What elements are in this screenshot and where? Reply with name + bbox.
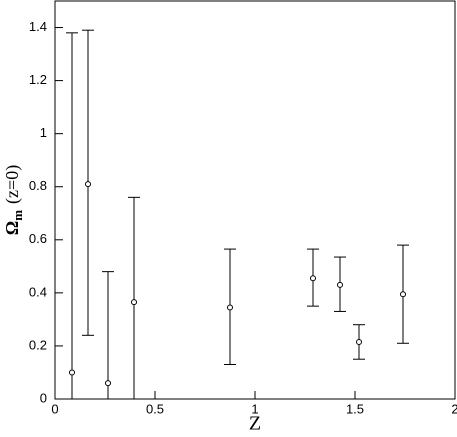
- y-label-subscript: m: [10, 210, 25, 221]
- point: [227, 304, 233, 311]
- point: [105, 380, 111, 387]
- x-tick-label: 2: [451, 401, 457, 416]
- point: [131, 299, 137, 306]
- point: [85, 181, 91, 188]
- x-tick-label: 1.5: [346, 401, 364, 416]
- point: [400, 291, 406, 298]
- y-tick-label: 0.2: [29, 337, 47, 352]
- y-tick-label: 1.4: [29, 19, 47, 34]
- y-label-symbol: Ω: [2, 221, 22, 235]
- y-axis-label: Ωm (z=0): [2, 165, 25, 235]
- y-tick-label: 0.6: [29, 231, 47, 246]
- point: [356, 338, 362, 345]
- y-tick-label: 0.4: [29, 284, 47, 299]
- x-tick-label: 0.5: [146, 401, 164, 416]
- x-axis-label: Z: [249, 413, 261, 435]
- y-tick-label: 0: [40, 390, 47, 405]
- point: [337, 281, 343, 288]
- y-tick-label: 1: [40, 125, 47, 140]
- plot-frame: [54, 0, 456, 400]
- y-label-rest: (z=0): [2, 165, 23, 204]
- point: [310, 275, 316, 282]
- y-tick-label: 0.8: [29, 178, 47, 193]
- x-tick-label: 1: [251, 401, 258, 416]
- x-tick-label: 0: [51, 401, 58, 416]
- point: [69, 369, 75, 376]
- y-tick-label: 1.2: [29, 72, 47, 87]
